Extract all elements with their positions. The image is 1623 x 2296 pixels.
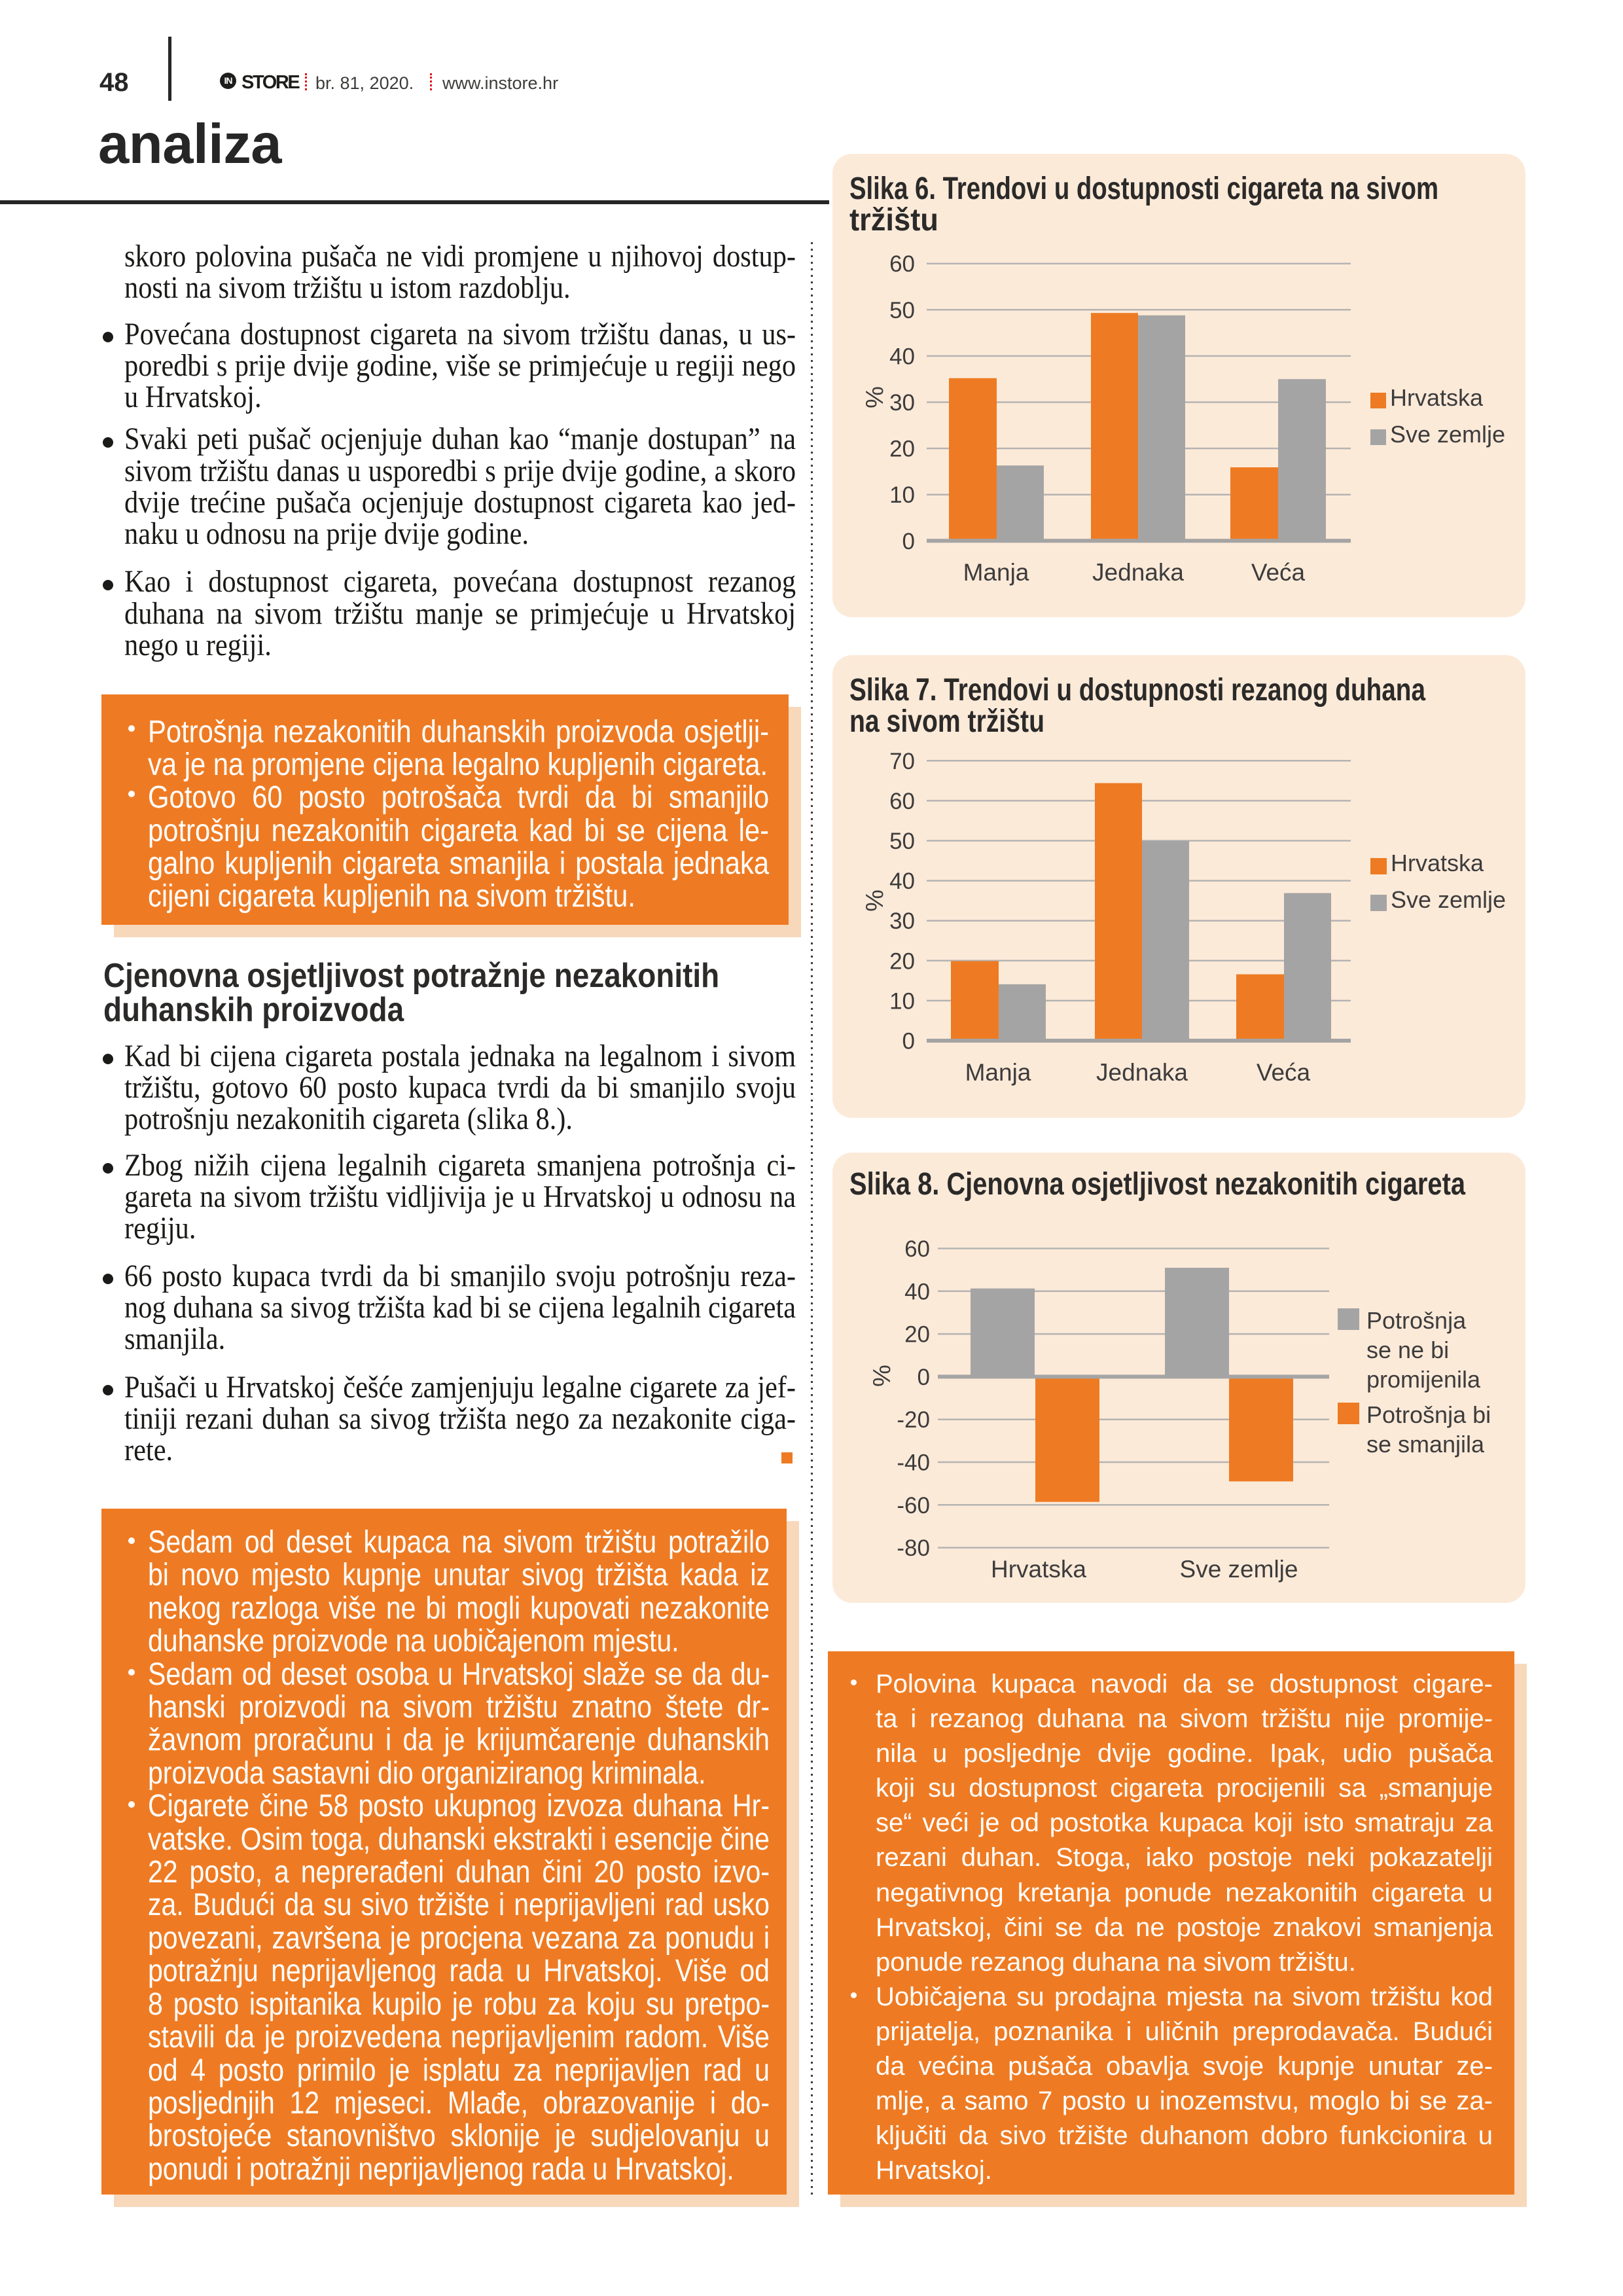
svg-text:20: 20 [889,437,915,462]
svg-text:40: 40 [889,344,915,369]
svg-text:promijenila: promijenila [1366,1366,1481,1393]
svg-text:60: 60 [889,251,915,277]
svg-text:Manja: Manja [965,1059,1031,1086]
svg-text:Potrošnja bi: Potrošnja bi [1366,1401,1491,1428]
svg-text:Potrošnja: Potrošnja [1366,1307,1467,1334]
svg-text:60: 60 [904,1236,930,1262]
svg-text:-80: -80 [897,1535,930,1561]
svg-text:Hrvatska: Hrvatska [1390,384,1484,411]
svg-text:70: 70 [889,749,915,774]
svg-text:na sivom tržištu: na sivom tržištu [849,704,1044,739]
svg-text:30: 30 [889,908,915,934]
svg-text:-40: -40 [897,1450,930,1476]
svg-text:Jednaka: Jednaka [1092,559,1184,586]
svg-text:0: 0 [918,1365,930,1390]
svg-text:50: 50 [889,829,915,854]
svg-text:Veća: Veća [1257,1059,1311,1086]
svg-text:-60: -60 [897,1493,930,1518]
svg-text:20: 20 [889,948,915,974]
svg-text:60: 60 [889,789,915,814]
svg-text:tržištu: tržištu [849,203,938,238]
svg-text:Manja: Manja [963,559,1029,586]
svg-text:Slika 7. Trendovi u dostupnost: Slika 7. Trendovi u dostupnosti rezanog … [849,673,1425,708]
svg-text:50: 50 [889,298,915,323]
svg-text:Hrvatska: Hrvatska [1391,850,1484,876]
svg-text:Sve zemlje: Sve zemlje [1391,886,1506,913]
svg-text:Veća: Veća [1251,559,1306,586]
svg-text:-20: -20 [897,1407,930,1433]
svg-text:Slika 8. Cjenovna osjetljivost: Slika 8. Cjenovna osjetljivost nezakonit… [849,1167,1465,1202]
svg-text:10: 10 [889,988,915,1014]
svg-text:20: 20 [904,1322,930,1348]
svg-text:30: 30 [889,390,915,416]
svg-text:%: % [861,889,889,912]
svg-text:40: 40 [889,869,915,894]
svg-text:%: % [861,386,889,408]
svg-text:se smanjila: se smanjila [1366,1431,1485,1458]
svg-text:Slika 6. Trendovi u dostupnost: Slika 6. Trendovi u dostupnosti cigareta… [849,171,1438,206]
svg-text:40: 40 [904,1279,930,1304]
svg-text:%: % [868,1365,896,1387]
svg-text:Sve zemlje: Sve zemlje [1180,1556,1298,1583]
svg-text:10: 10 [889,482,915,508]
svg-text:Jednaka: Jednaka [1096,1059,1188,1086]
svg-text:Sve zemlje: Sve zemlje [1390,421,1505,448]
svg-text:se ne bi: se ne bi [1366,1336,1449,1363]
svg-text:0: 0 [902,1029,915,1054]
svg-text:0: 0 [902,529,915,554]
svg-text:Hrvatska: Hrvatska [991,1556,1086,1583]
